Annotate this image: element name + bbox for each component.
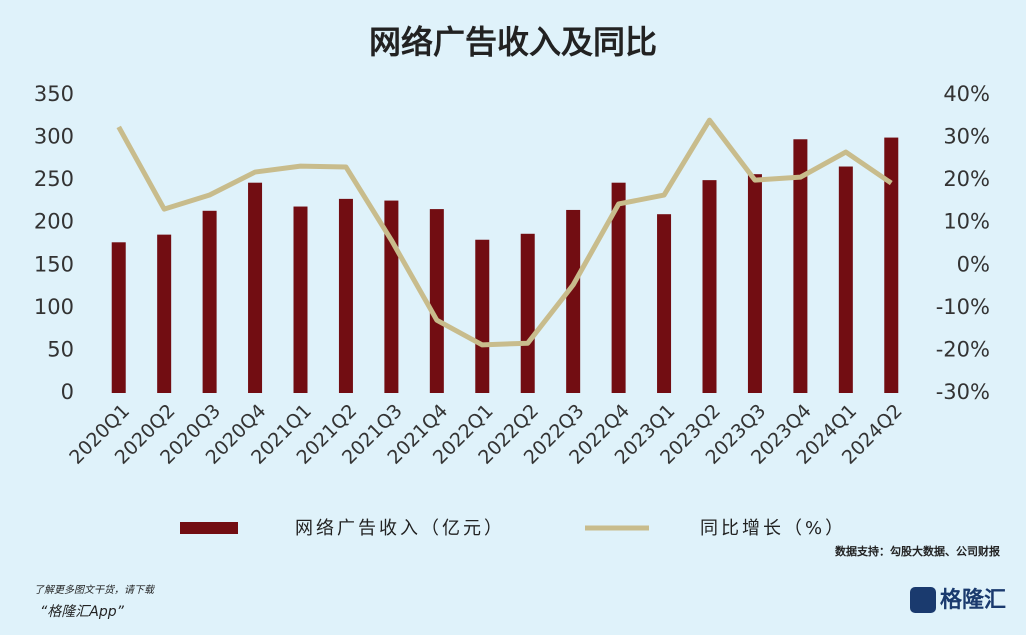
y2-tick-label: 10% [943, 210, 990, 234]
y2-tick-label: -20% [936, 337, 990, 361]
bar [429, 209, 444, 393]
y2-tick-label: 30% [943, 125, 990, 149]
legend-label: 网络广告收入（亿元） [295, 518, 505, 539]
bar [838, 166, 853, 393]
y2-tick-label: 40% [943, 82, 990, 106]
bar [747, 174, 762, 393]
logo-icon [910, 587, 936, 613]
y2-tick-label: -10% [936, 295, 990, 319]
bar [657, 214, 672, 393]
footer-note: 了解更多图文干货，请下载 [34, 584, 156, 596]
y-tick-label: 50 [47, 337, 74, 361]
bar [611, 182, 626, 393]
source: 数据支持：勾股大数据、公司财报 [835, 544, 1001, 558]
legend-label: 同比增长（%） [700, 518, 846, 539]
line [116, 117, 893, 348]
y2-tick-label: 0% [957, 252, 990, 276]
bar [884, 137, 899, 393]
legend-swatch [180, 522, 238, 534]
bar [475, 239, 490, 393]
logo-text: 格隆汇 [940, 587, 1006, 613]
y-tick-label: 300 [34, 125, 74, 149]
y2-tick-label: -30% [936, 380, 990, 404]
bar [202, 210, 217, 393]
y2-tick-label: 20% [943, 167, 990, 191]
bar [248, 182, 263, 393]
y-tick-label: 150 [34, 252, 74, 276]
bar [566, 209, 581, 393]
bar [702, 180, 717, 393]
bar [338, 198, 353, 393]
bar [157, 234, 172, 393]
bar [293, 206, 308, 393]
bar [111, 242, 126, 393]
y-tick-label: 250 [34, 167, 74, 191]
y-tick-label: 350 [34, 82, 74, 106]
chart-title: 网络广告收入及同比 [369, 23, 657, 61]
y-tick-label: 0 [61, 380, 74, 404]
bar [520, 233, 535, 393]
y-tick-label: 100 [34, 295, 74, 319]
bar [793, 139, 808, 393]
footer-app: “格隆汇App” [40, 604, 125, 620]
y-tick-label: 200 [34, 210, 74, 234]
